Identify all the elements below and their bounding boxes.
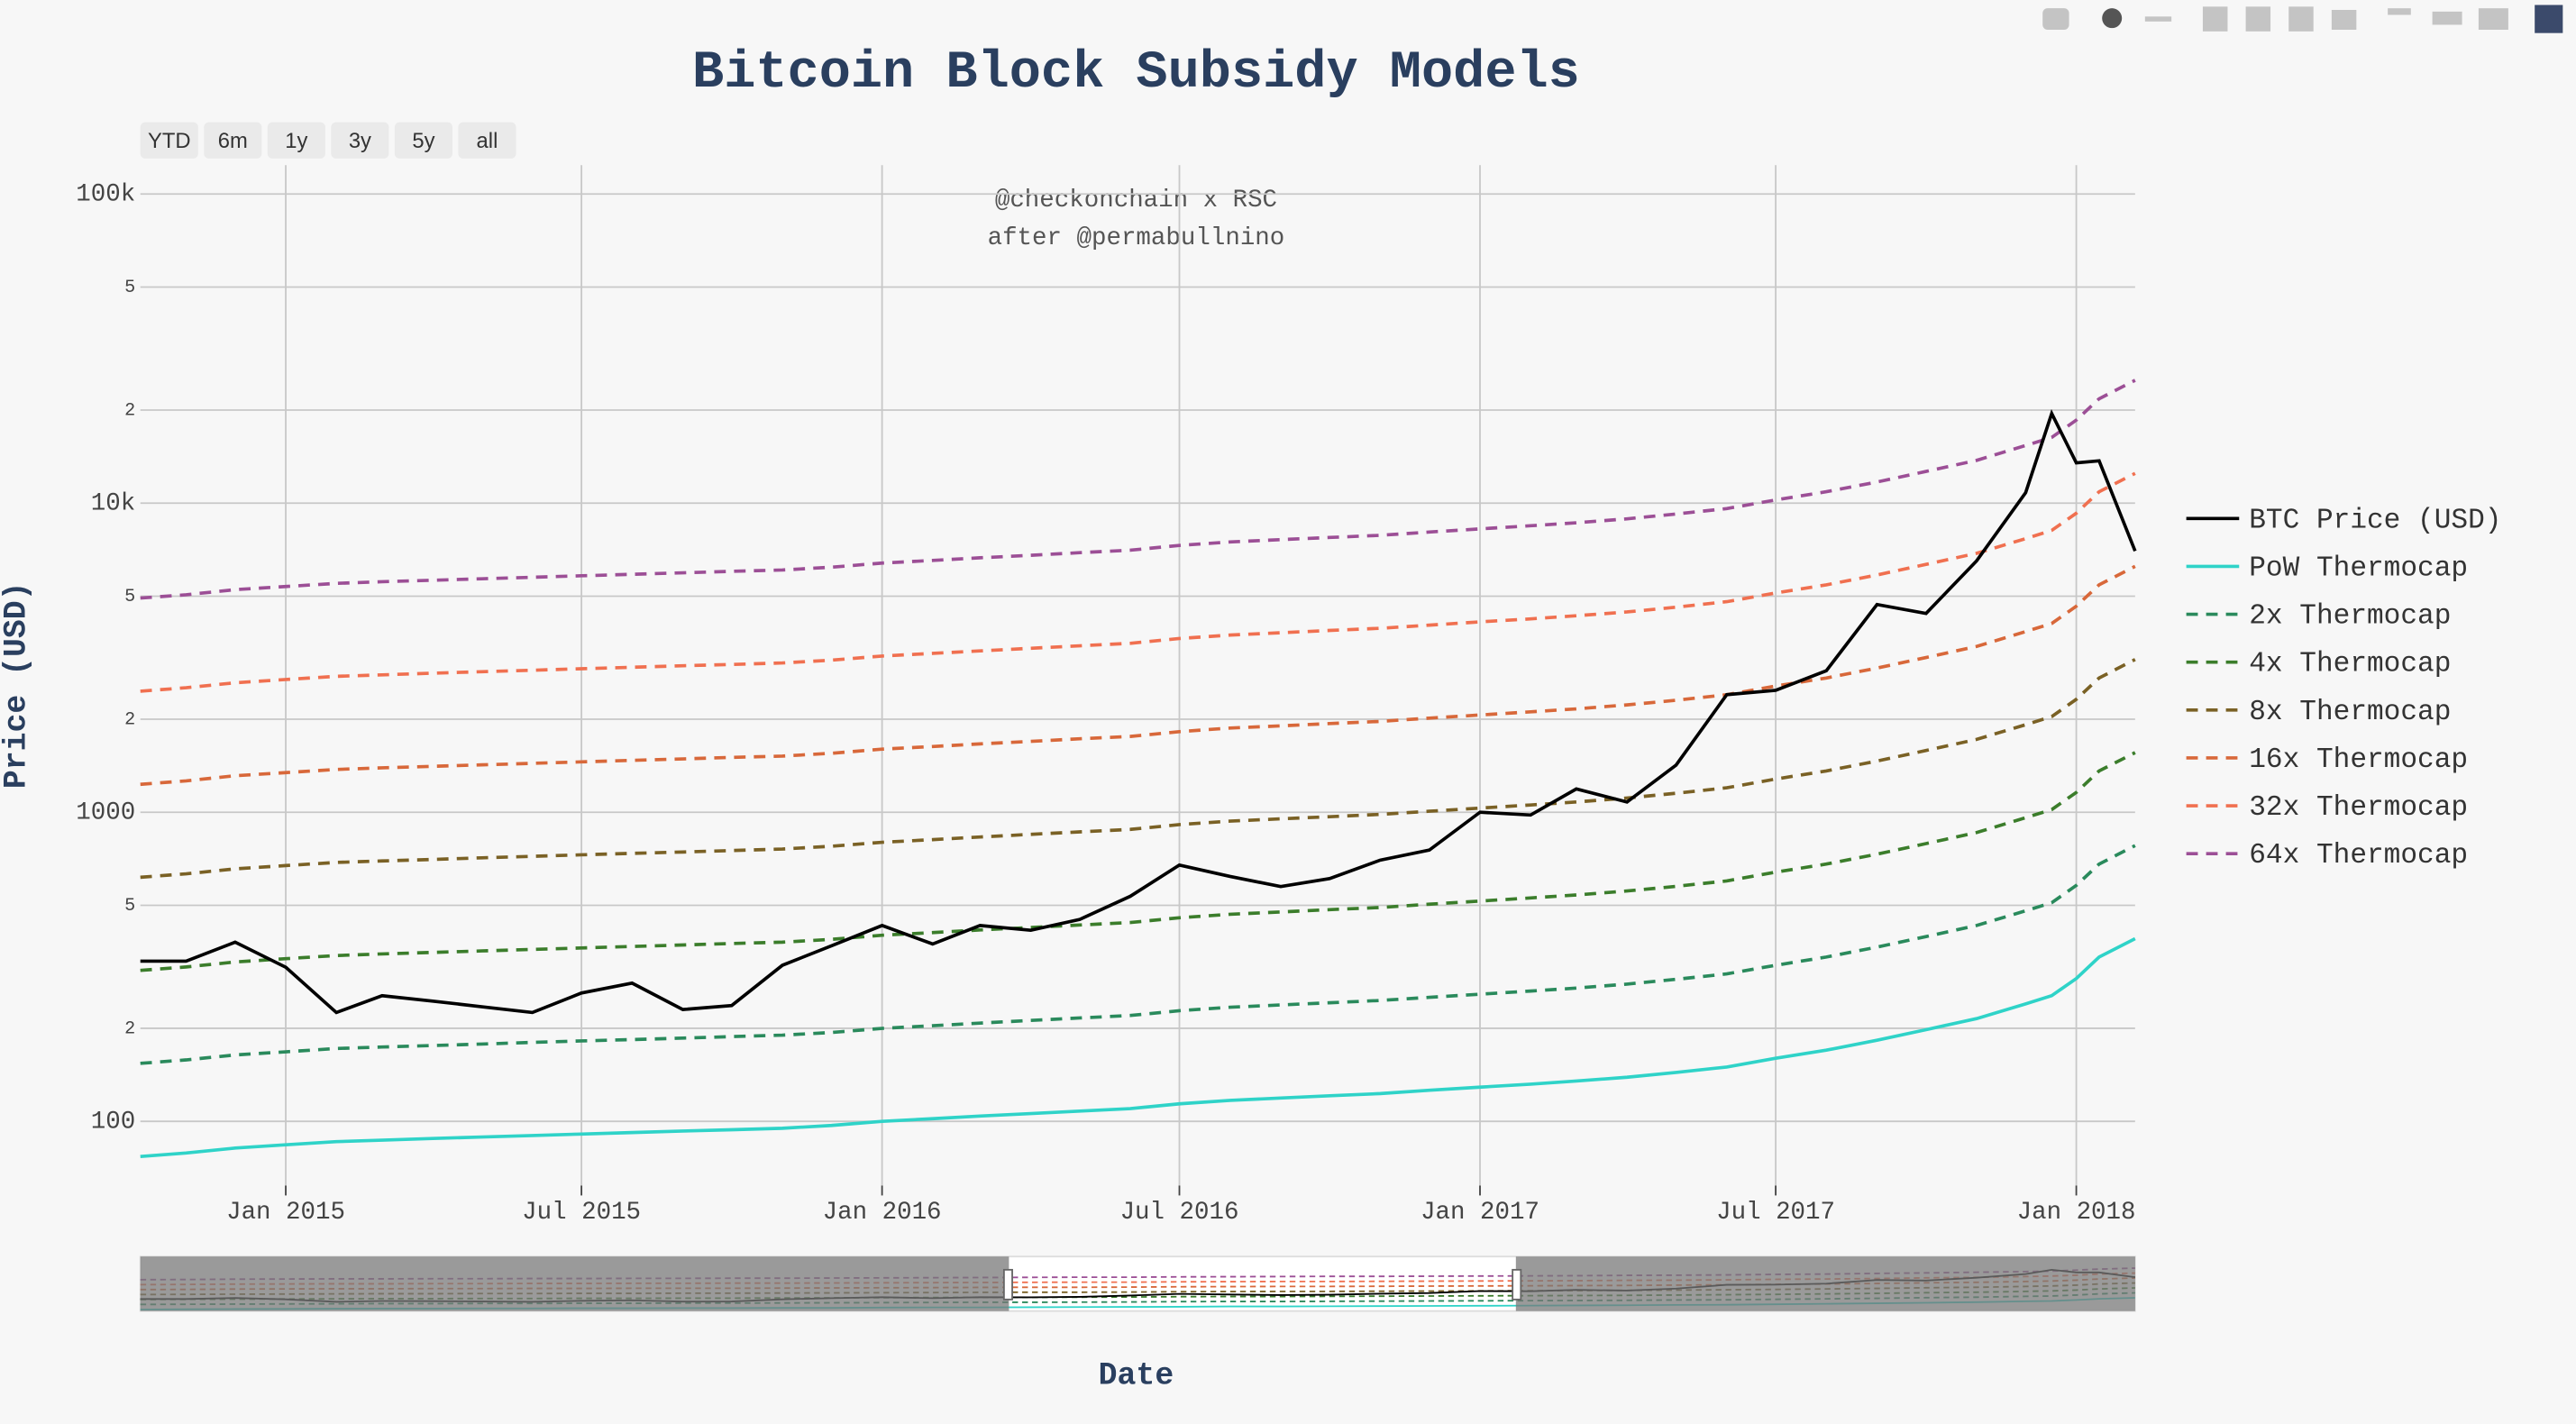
range-button-label[interactable]: 5y: [412, 129, 434, 153]
range-button[interactable]: [267, 122, 325, 159]
x-tick-label: Jan 2015: [226, 1199, 345, 1227]
y-tick-label: 5: [124, 278, 135, 298]
range-selector: YTD 6m 1y 3y 5y all: [140, 122, 516, 159]
range-button[interactable]: [140, 122, 198, 159]
x-tick-label: Jul 2015: [522, 1199, 641, 1227]
y-tick-label: 100: [91, 1108, 135, 1136]
range-button-label[interactable]: all: [477, 129, 498, 153]
series-line: [140, 379, 2136, 600]
range-slider-handle[interactable]: [1002, 1268, 1013, 1301]
x-tick-label: Jan 2018: [2017, 1199, 2136, 1227]
hover-closest-icon[interactable]: [2432, 11, 2462, 25]
hover-compare-icon[interactable]: [2478, 8, 2508, 30]
range-slider-mask: [140, 1256, 1009, 1311]
legend-label[interactable]: 4x Thermocap: [2249, 649, 2451, 680]
series-line: [140, 564, 2136, 787]
range-button[interactable]: [204, 122, 262, 159]
y-tick-label: 5: [124, 896, 135, 917]
series-line: [140, 936, 2136, 1159]
annotation: @checkonchain x RSC: [995, 187, 1277, 215]
camera-icon[interactable]: [2042, 8, 2069, 30]
zoom-icon[interactable]: [2102, 8, 2123, 29]
plotly-logo[interactable]: [2535, 5, 2563, 33]
legend-label[interactable]: 32x Thermocap: [2249, 792, 2468, 824]
legend-label[interactable]: 64x Thermocap: [2249, 840, 2468, 872]
range-button-label[interactable]: 3y: [349, 129, 371, 153]
series-line: [140, 844, 2136, 1065]
series-line: [140, 751, 2136, 972]
y-tick-label: 1000: [76, 799, 135, 827]
y-tick-label: 2: [124, 709, 135, 730]
range-button-label[interactable]: 6m: [218, 129, 248, 153]
y-tick-label: 2: [124, 1018, 135, 1039]
chart-title: Bitcoin Block Subsidy Models: [692, 42, 1580, 103]
modebar[interactable]: [2042, 5, 2563, 33]
zoom-in-icon[interactable]: [2202, 6, 2228, 32]
zoom-out-icon[interactable]: [2245, 6, 2271, 32]
legend-label[interactable]: BTC Price (USD): [2249, 505, 2501, 536]
series-line: [140, 408, 2137, 1015]
series-line: [140, 471, 2136, 693]
series-line: [140, 658, 2136, 880]
range-button[interactable]: [331, 122, 389, 159]
y-tick-label: 2: [124, 400, 135, 421]
pan-icon[interactable]: [2144, 16, 2172, 22]
autoscale-icon[interactable]: [2288, 6, 2314, 32]
x-axis-title: Date: [1099, 1358, 1174, 1393]
legend-label[interactable]: 16x Thermocap: [2249, 744, 2468, 776]
legend-label[interactable]: PoW Thermocap: [2249, 552, 2468, 584]
range-button-label[interactable]: YTD: [148, 129, 191, 153]
range-slider-mask: [1515, 1256, 2135, 1311]
range-button-label[interactable]: 1y: [285, 129, 307, 153]
y-tick-label: 10k: [91, 490, 135, 518]
x-tick-label: Jul 2016: [1120, 1199, 1239, 1227]
spike-icon[interactable]: [2388, 8, 2411, 15]
y-tick-label: 100k: [76, 181, 135, 209]
range-button[interactable]: [458, 122, 516, 159]
range-slider-handle[interactable]: [1512, 1268, 1522, 1301]
x-tick-label: Jan 2016: [823, 1199, 942, 1227]
legend-label[interactable]: 2x Thermocap: [2249, 601, 2451, 633]
x-tick-label: Jul 2017: [1716, 1199, 1835, 1227]
annotation: after @permabullnino: [988, 224, 1285, 252]
legend-label[interactable]: 8x Thermocap: [2249, 697, 2451, 728]
y-tick-label: 5: [124, 587, 135, 607]
x-tick-label: Jan 2017: [1420, 1199, 1539, 1227]
reset-icon[interactable]: [2331, 10, 2357, 30]
y-axis-title: Price (USD): [0, 581, 35, 789]
range-button[interactable]: [394, 122, 452, 159]
